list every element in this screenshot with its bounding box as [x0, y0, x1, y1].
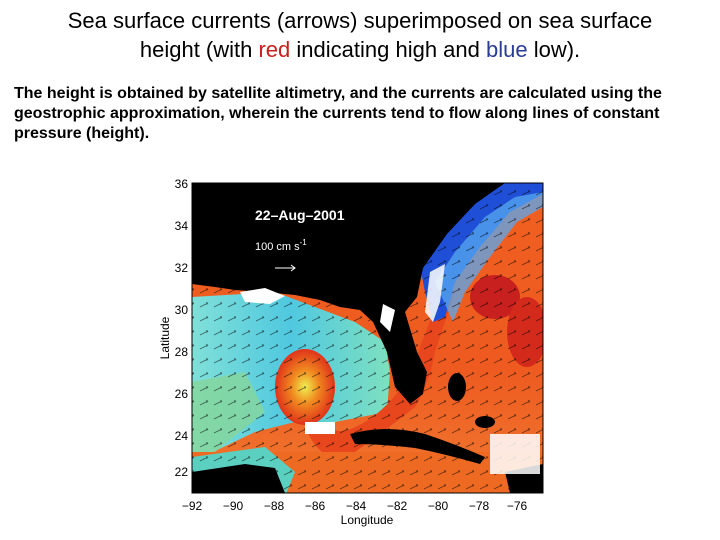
no-data-coast-3	[425, 264, 445, 322]
x-tick-label: −82	[387, 499, 408, 513]
x-tick-label: −76	[507, 499, 528, 513]
scale-label-exponent: -1	[300, 238, 308, 247]
body-paragraph: The height is obtained by satellite alti…	[14, 85, 662, 142]
date-label: 22–Aug–2001	[255, 207, 345, 223]
y-tick-label: 26	[175, 387, 189, 401]
x-tick-label: −78	[469, 499, 490, 513]
x-tick-label: −88	[264, 499, 285, 513]
map-plot-area	[192, 183, 543, 493]
x-tick-label: −90	[223, 499, 244, 513]
x-tick-label: −84	[346, 499, 367, 513]
slide-title: Sea surface currents (arrows) superimpos…	[0, 6, 720, 64]
y-tick-label: 32	[175, 261, 189, 275]
plot-frame	[191, 182, 544, 494]
cuba-land	[350, 429, 485, 464]
scale-arrow-icon	[275, 264, 296, 272]
y-tick-label: 34	[175, 219, 189, 233]
scale-label: 100 cm s-1	[255, 238, 307, 253]
y-tick-label: 36	[175, 177, 189, 191]
title-blue-word: blue	[485, 37, 528, 62]
sea-surface-height-map: 22–Aug–2001 100 cm s-1 36 34 32 30 28 26…	[155, 172, 555, 532]
title-text-3: low).	[527, 37, 581, 62]
bahamas-south-land	[475, 416, 495, 428]
us-southeast-land	[192, 183, 505, 404]
y-axis-label: Latitude	[158, 316, 172, 359]
title-line-1: Sea surface currents (arrows) superimpos…	[67, 8, 653, 33]
y-axis: 36 34 32 30 28 26 24 22 Latitude	[158, 177, 188, 479]
scale-label-text: 100 cm s	[255, 241, 300, 253]
x-tick-label: −80	[428, 499, 449, 513]
y-tick-label: 28	[175, 345, 189, 359]
bahamas-land	[448, 373, 466, 401]
no-data-coast-1	[240, 288, 285, 304]
title-text-1: height (with	[139, 37, 259, 62]
no-data-caribbean	[490, 434, 540, 474]
y-tick-label: 30	[175, 303, 189, 317]
title-line-2: height (with red indicating high and blu…	[0, 35, 720, 64]
x-axis: −92 −90 −88 −86 −84 −82 −80 −78 −76 Long…	[182, 499, 528, 527]
title-text-2: indicating high and	[290, 37, 486, 62]
map-figure: 22–Aug–2001 100 cm s-1 36 34 32 30 28 26…	[158, 177, 544, 527]
title-red-word: red	[258, 37, 291, 62]
no-data-cuba-coast	[305, 422, 335, 434]
y-tick-label: 24	[175, 429, 189, 443]
x-tick-label: −86	[305, 499, 326, 513]
no-data-coast-2	[380, 304, 395, 332]
x-axis-label: Longitude	[341, 513, 394, 527]
y-tick-label: 22	[175, 465, 189, 479]
x-tick-label: −92	[182, 499, 203, 513]
yucatan-land	[192, 464, 285, 493]
